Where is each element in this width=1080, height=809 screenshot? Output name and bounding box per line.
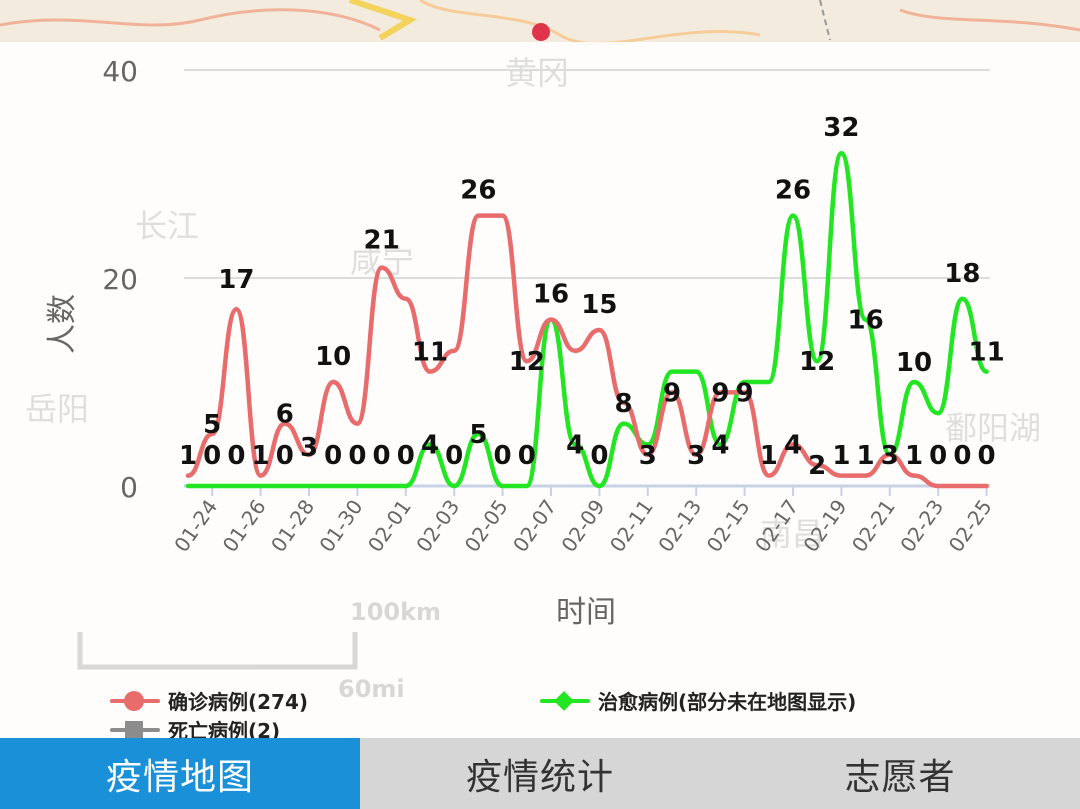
data-label: 9 <box>711 378 729 408</box>
data-label: 0 <box>397 441 415 471</box>
data-label: 12 <box>799 347 835 377</box>
data-label: 32 <box>823 113 859 143</box>
y-tick-label: 20 <box>102 263 138 296</box>
map-marker-icon[interactable] <box>532 23 550 41</box>
data-label: 0 <box>227 441 245 471</box>
x-tick-label: 01-26 <box>218 495 271 556</box>
data-label: 3 <box>687 441 705 471</box>
data-label: 12 <box>509 347 545 377</box>
data-label: 5 <box>203 410 221 440</box>
data-label: 1 <box>905 441 923 471</box>
epidemic-line-chart: 黄冈 长江 咸宁 岳阳 南昌 鄱阳湖 100km 60mi 0204001-24… <box>25 54 1041 703</box>
data-label: 10 <box>315 342 351 372</box>
data-label: 17 <box>218 265 254 295</box>
map-scale-mi: 60mi <box>338 675 405 703</box>
data-label: 4 <box>784 430 802 460</box>
x-tick-label: 02-23 <box>895 495 948 556</box>
data-label: 0 <box>929 441 947 471</box>
data-label: 0 <box>494 441 512 471</box>
data-label: 0 <box>324 441 342 471</box>
x-tick-label: 01-28 <box>266 495 319 556</box>
data-label: 10 <box>896 348 932 378</box>
confirmed-series-line <box>185 213 989 489</box>
data-label: 0 <box>590 441 608 471</box>
data-label: 9 <box>663 378 681 408</box>
legend-recovered-marker <box>540 690 590 711</box>
y-tick-label: 0 <box>120 471 138 504</box>
data-label: 1 <box>252 441 270 471</box>
data-label: 5 <box>469 420 487 450</box>
legend-confirmed-marker <box>110 690 160 711</box>
data-label: 4 <box>566 430 584 460</box>
data-label: 0 <box>518 441 536 471</box>
x-tick-label: 02-13 <box>653 495 706 556</box>
x-axis-title: 时间 <box>556 595 616 630</box>
map-label: 南昌 <box>760 515 824 553</box>
data-label: 11 <box>412 338 448 368</box>
map-label: 岳阳 <box>25 390 89 428</box>
bottom-tab-bar: 疫情地图 疫情统计 志愿者 <box>0 738 1080 809</box>
data-label: 0 <box>203 441 221 471</box>
x-tick-label: 02-03 <box>411 495 464 556</box>
map-labels: 黄冈 长江 咸宁 岳阳 南昌 鄱阳湖 100km 60mi <box>25 54 1041 703</box>
tab-epidemic-statistics[interactable]: 疫情统计 <box>465 756 614 798</box>
x-tick-label: 02-01 <box>363 495 416 556</box>
data-label: 3 <box>881 441 899 471</box>
data-label: 3 <box>639 441 657 471</box>
y-axis-title: 人数 <box>45 294 80 354</box>
map-label: 长江 <box>135 207 199 245</box>
x-tick-label: 02-25 <box>944 495 997 556</box>
data-label: 4 <box>421 430 439 460</box>
legend-recovered-label: 治愈病例(部分未在地图显示) <box>598 690 857 714</box>
tab-epidemic-map[interactable]: 疫情地图 <box>0 738 360 809</box>
data-label: 0 <box>348 441 366 471</box>
tab-volunteers[interactable]: 志愿者 <box>844 756 956 798</box>
x-tick-label: 02-07 <box>508 495 561 556</box>
legend-recovered[interactable]: 治愈病例(部分未在地图显示) <box>540 686 856 715</box>
data-label: 0 <box>445 441 463 471</box>
data-label: 9 <box>736 378 754 408</box>
data-label: 1 <box>179 441 197 471</box>
data-label: 0 <box>373 441 391 471</box>
chart-panel: 黄冈 长江 咸宁 岳阳 南昌 鄱阳湖 100km 60mi 0 20 40 01-24… <box>0 42 1080 743</box>
x-tick-label: 02-15 <box>702 495 755 556</box>
data-label: 2 <box>808 451 826 481</box>
legend-confirmed[interactable]: 确诊病例(274) <box>110 686 308 715</box>
data-label: 26 <box>460 176 496 206</box>
data-label: 18 <box>944 259 980 289</box>
data-label: 1 <box>832 441 850 471</box>
legend-confirmed-label: 确诊病例(274) <box>168 690 309 714</box>
x-tick-label: 01-24 <box>169 495 222 556</box>
data-label: 11 <box>969 338 1005 368</box>
data-label: 15 <box>581 290 617 320</box>
y-tick-label: 40 <box>102 55 138 88</box>
x-tick-label: 02-05 <box>460 495 513 556</box>
data-label: 1 <box>760 441 778 471</box>
data-label: 0 <box>953 441 971 471</box>
data-label: 8 <box>615 389 633 419</box>
x-tick-label: 01-30 <box>314 495 367 556</box>
map-scale-bar <box>77 632 358 670</box>
map-label: 黄冈 <box>505 54 569 92</box>
data-label: 4 <box>711 430 729 460</box>
data-label: 0 <box>978 441 996 471</box>
data-label: 21 <box>364 226 400 256</box>
x-tick-label: 02-11 <box>605 495 658 556</box>
x-tick-label: 02-09 <box>556 495 609 556</box>
x-tick-label: 02-21 <box>847 495 900 556</box>
data-label: 0 <box>276 441 294 471</box>
legend-deaths-marker <box>110 720 160 740</box>
data-label: 16 <box>848 306 884 336</box>
data-label: 1 <box>857 441 875 471</box>
data-label: 16 <box>533 280 569 310</box>
data-label: 26 <box>775 176 811 206</box>
map-scale-km: 100km <box>350 598 441 626</box>
data-label: 6 <box>276 400 294 430</box>
data-label: 3 <box>300 433 318 463</box>
recovered-series-line <box>185 150 989 489</box>
map-label: 咸宁 <box>350 242 414 280</box>
map-label: 鄱阳湖 <box>945 409 1041 447</box>
